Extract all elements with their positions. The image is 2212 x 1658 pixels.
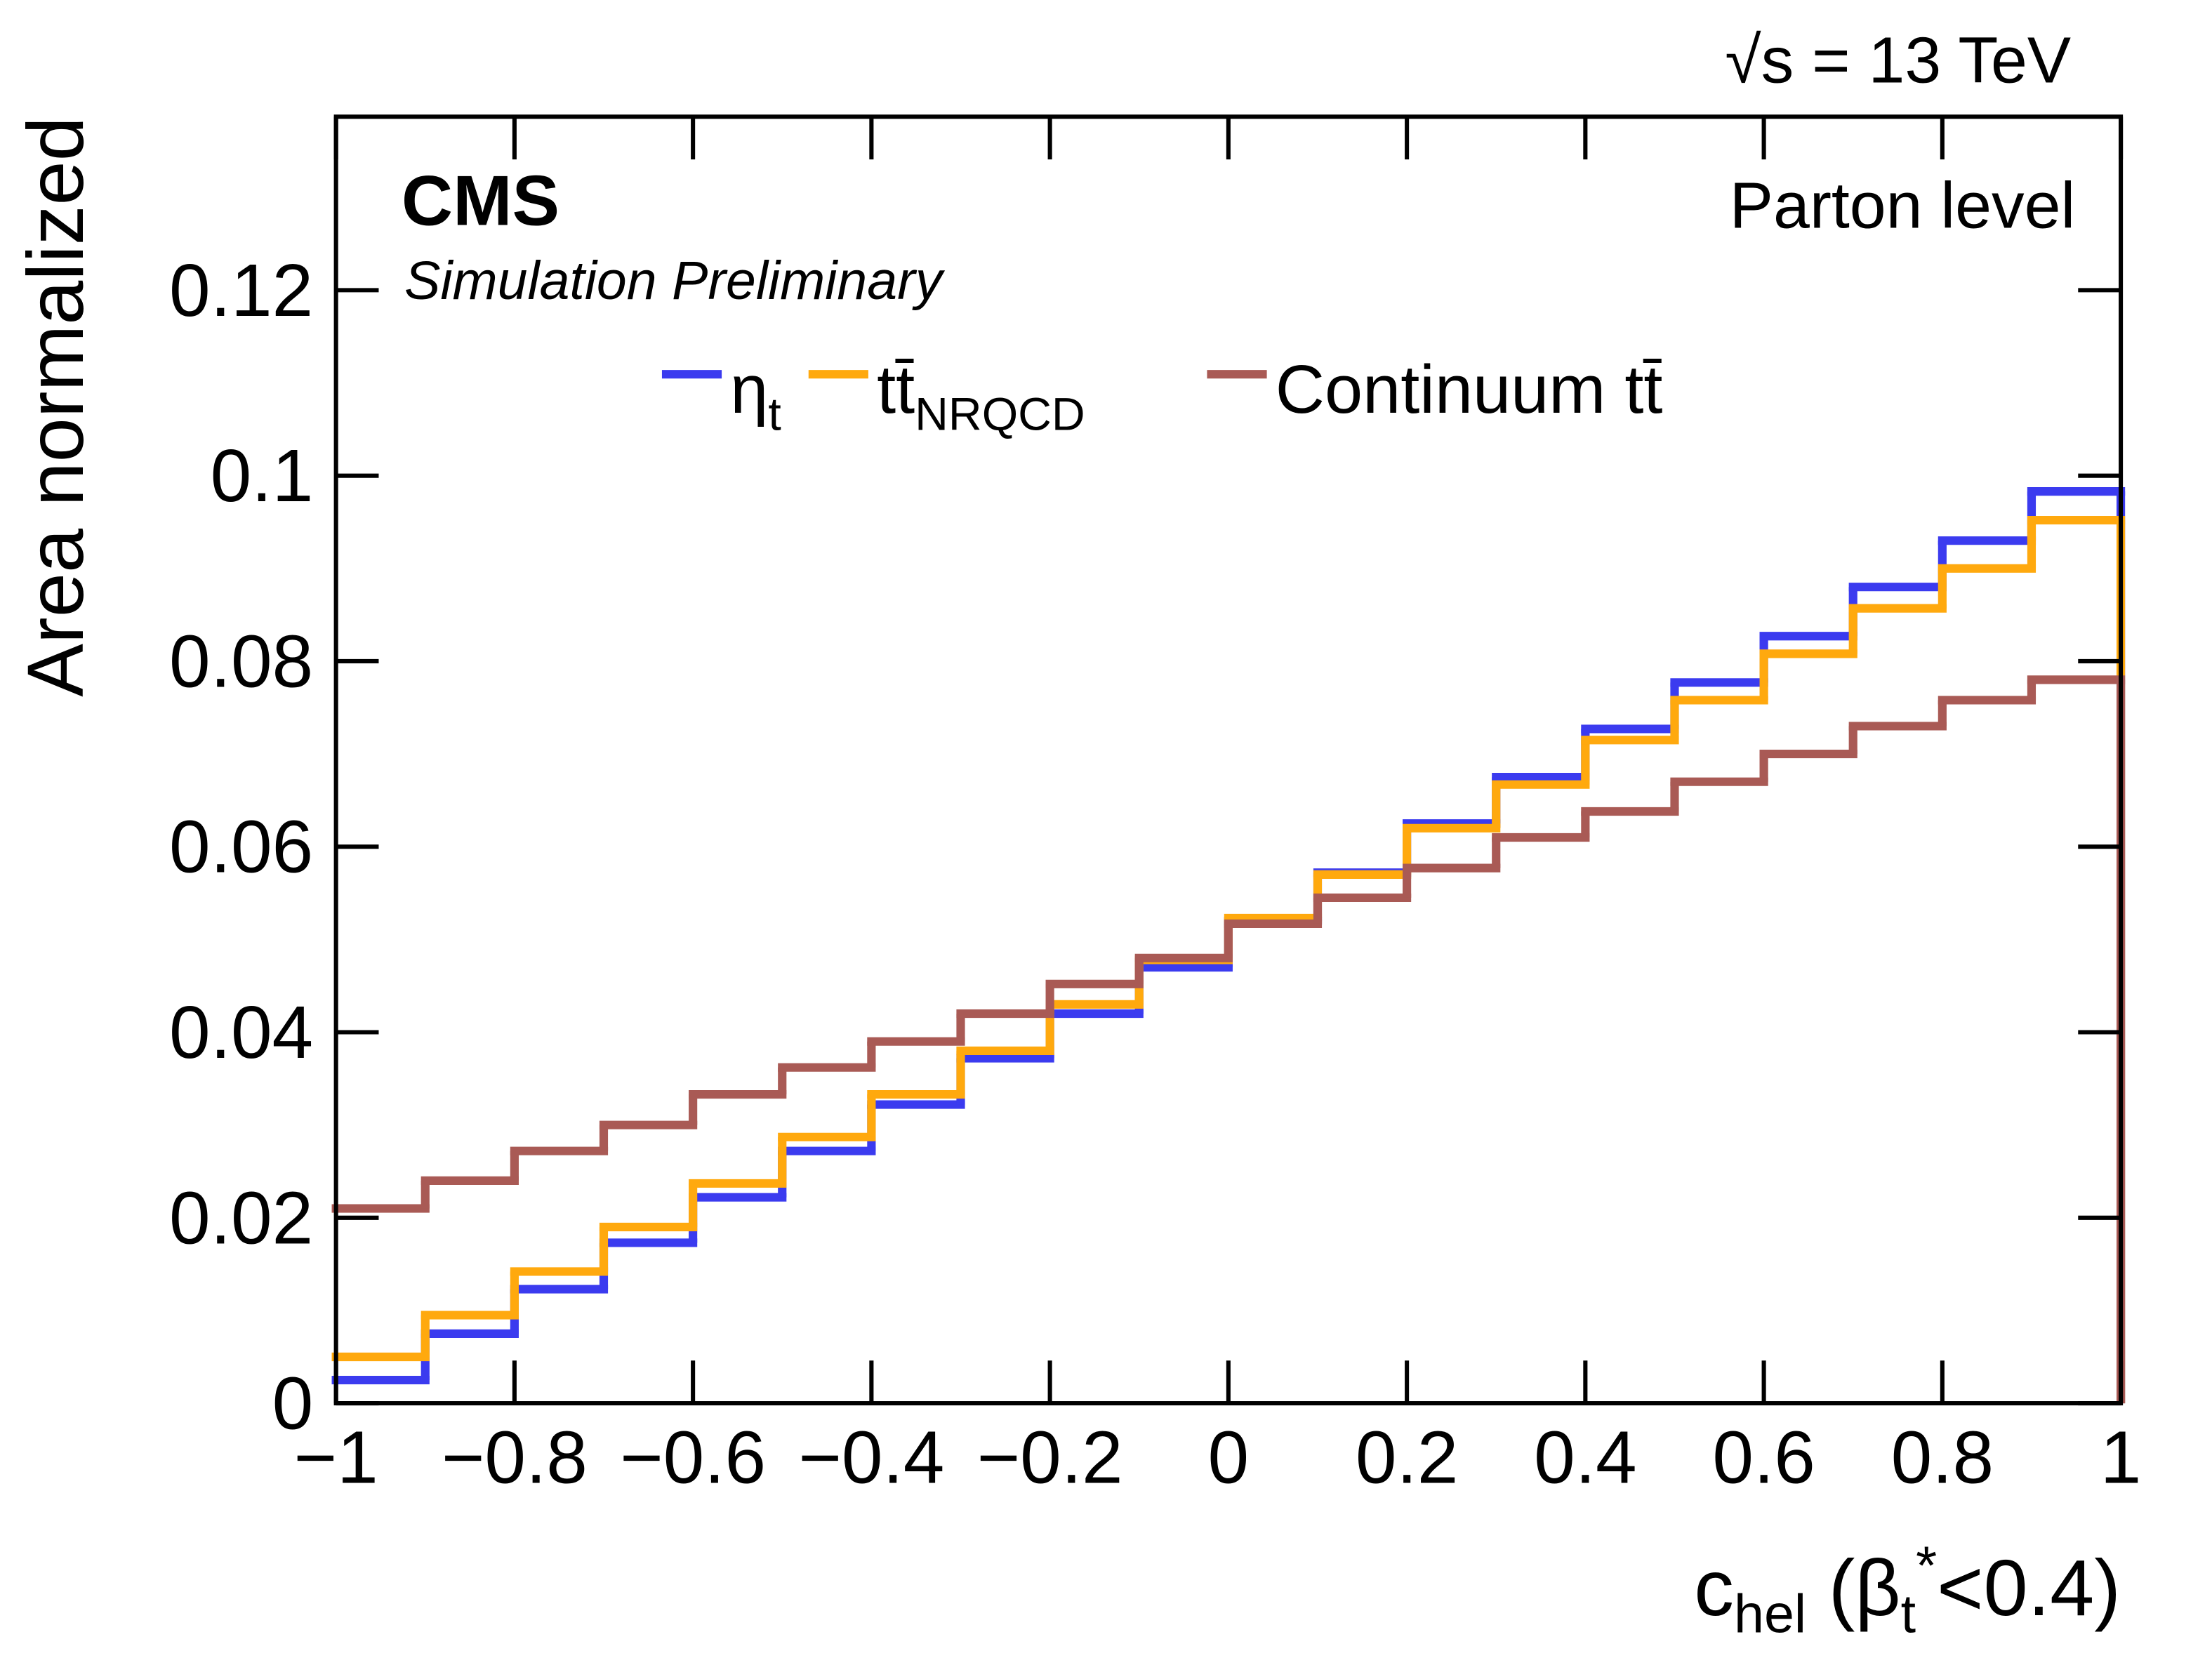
y-tick-label: 0.1 bbox=[211, 435, 314, 517]
y-tick-label: 0.08 bbox=[169, 621, 313, 703]
x-tick-label: −0.2 bbox=[977, 1417, 1123, 1499]
x-tick-label: −0.6 bbox=[620, 1417, 766, 1499]
x-tick-label: 0.6 bbox=[1712, 1417, 1815, 1499]
x-tick-label: 0.8 bbox=[1891, 1417, 1994, 1499]
x-axis-label: chel (βt*<0.4) bbox=[1694, 1536, 2121, 1645]
x-tick-label: −0.4 bbox=[798, 1417, 944, 1499]
legend-label: tt̄NRQCD bbox=[877, 351, 1085, 440]
x-tick-label: −0.8 bbox=[442, 1417, 588, 1499]
y-tick-label: 0.04 bbox=[169, 992, 313, 1074]
y-axis-label: Area normalized bbox=[11, 117, 100, 697]
y-tick-label: 0.06 bbox=[169, 807, 313, 889]
annotation: Parton level bbox=[1730, 168, 2075, 241]
legend-label: ηt bbox=[730, 351, 781, 440]
experiment-label: CMS bbox=[402, 161, 559, 240]
y-tick-label: 0.02 bbox=[169, 1177, 313, 1259]
x-tick-label: −1 bbox=[294, 1417, 378, 1499]
x-tick-label: 0 bbox=[1208, 1417, 1250, 1499]
energy-label: √s = 13 TeV bbox=[1725, 24, 2071, 97]
x-tick-label: 0.4 bbox=[1534, 1417, 1637, 1499]
y-tick-label: 0 bbox=[272, 1363, 314, 1445]
y-tick-label: 0.12 bbox=[169, 250, 313, 332]
x-tick-label: 0.2 bbox=[1356, 1417, 1459, 1499]
legend-label: Continuum tt̄ bbox=[1276, 351, 1663, 427]
subtitle: Simulation Preliminary bbox=[404, 251, 946, 311]
x-tick-label: 1 bbox=[2100, 1417, 2142, 1499]
